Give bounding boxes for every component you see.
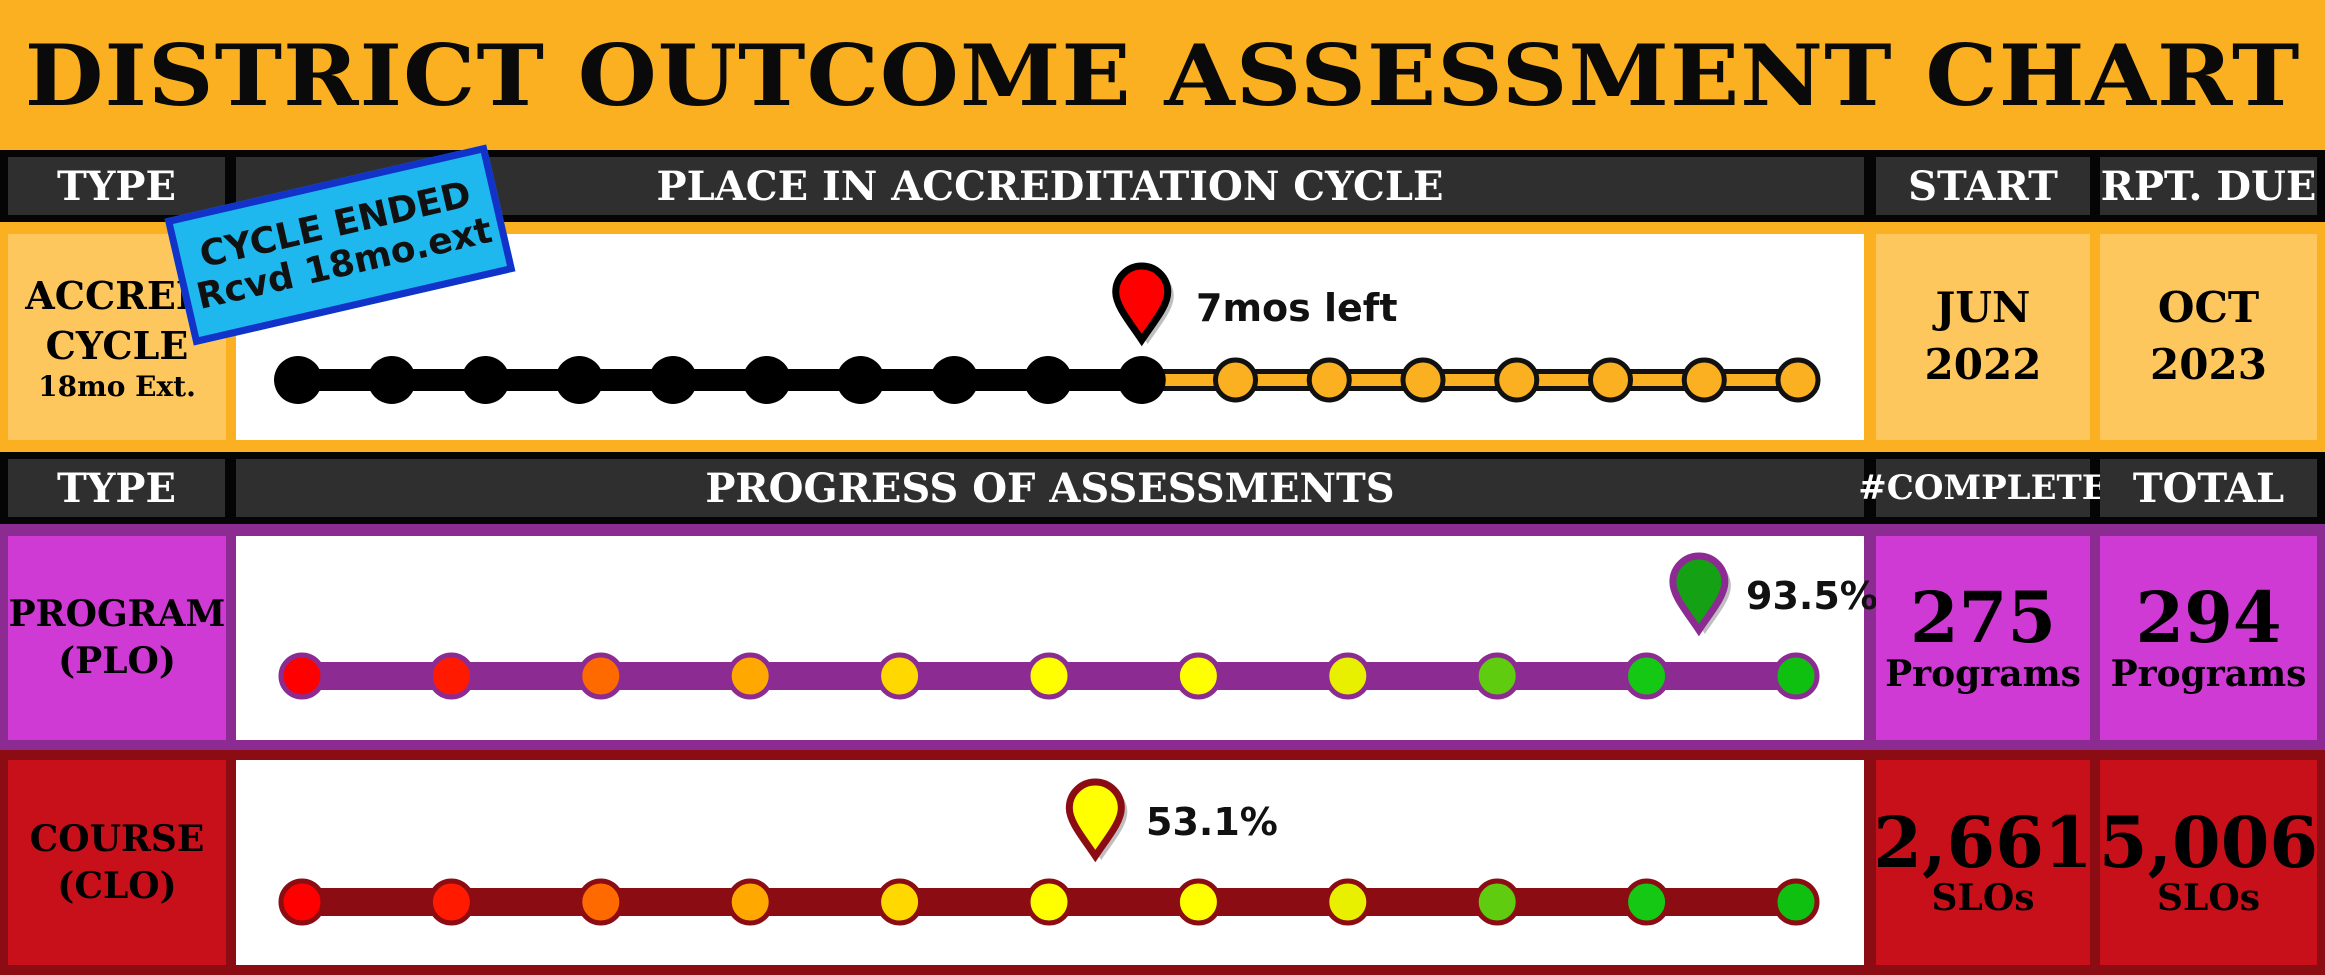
progress-header-progress: PROGRESS OF ASSESSMENTS (236, 459, 1864, 517)
program-type-cell: PROGRAM (PLO) (8, 536, 226, 740)
course-step-11 (1772, 878, 1820, 926)
course-complete-cell: 2,661 SLOs (1873, 760, 2093, 965)
cycle-marker-pin-body (1112, 262, 1172, 347)
progress-header-type: TYPE (8, 459, 225, 517)
cycle-due-cell: OCT 2023 (2100, 234, 2317, 440)
program-marker-pin (1669, 552, 1731, 637)
cycle-step-16 (1681, 357, 1727, 403)
program-progress-panel: 93.5% (236, 536, 1878, 740)
program-step-6 (1025, 652, 1073, 700)
cycle-step-15 (1588, 357, 1633, 403)
course-row: COURSE (CLO) 53.1% 2,661 SLOs 5,006 SLOs (0, 750, 2325, 975)
course-total-cell: 5,006 SLOs (2098, 760, 2319, 965)
progress-header: TYPE PROGRESS OF ASSESSMENTS #COMPLETE T… (0, 452, 2325, 524)
cycle-step-1 (274, 356, 322, 404)
course-total-value: 5,006 (2098, 800, 2319, 884)
due-month: OCT (2157, 283, 2260, 333)
course-type-line1: COURSE (29, 817, 205, 860)
course-type-cell: COURSE (CLO) (8, 760, 226, 965)
course-step-9 (1473, 878, 1521, 926)
course-progress-panel: 53.1% (236, 760, 1864, 965)
program-step-8 (1324, 652, 1372, 700)
cycle-header-place: PLACE IN ACCREDITATION CYCLE (236, 157, 1864, 215)
program-type-line1: PROGRAM (8, 593, 226, 636)
program-progress-track (278, 552, 1820, 700)
cycle-header-start: START (1876, 157, 2090, 215)
program-complete-cell: 275 Programs (1876, 536, 2090, 740)
program-step-7 (1174, 652, 1222, 700)
cycle-step-5 (649, 356, 697, 404)
program-step-11 (1772, 652, 1820, 700)
program-marker-pin-body (1669, 552, 1729, 637)
program-total-unit: Programs (2110, 652, 2307, 695)
program-step-5 (876, 652, 924, 700)
course-complete-unit: SLOs (1931, 877, 2035, 920)
cycle-timeline (274, 262, 1821, 404)
course-step-3 (577, 878, 625, 926)
cycle-marker-pin (1112, 262, 1174, 347)
progress-header-complete: #COMPLETE (1858, 459, 2108, 517)
cycle-header-type: TYPE (8, 157, 225, 215)
start-month: JUN (1935, 283, 2031, 333)
program-type-line2: (PLO) (58, 640, 176, 682)
program-row: PROGRAM (PLO) 93.5% 275 Programs 294 Pro… (0, 524, 2325, 750)
program-step-9 (1473, 652, 1521, 700)
cycle-step-4 (555, 356, 604, 404)
course-type-line2: (CLO) (57, 864, 177, 907)
program-step-3 (577, 652, 625, 700)
cycle-step-14 (1494, 357, 1540, 403)
page-title: DISTRICT OUTCOME ASSESSMENT CHART (24, 25, 2301, 125)
program-step-1 (278, 652, 326, 700)
cycle-header-due: RPT. DUE (2100, 157, 2317, 215)
program-marker-label: 93.5% (1746, 574, 1878, 618)
title-bar: DISTRICT OUTCOME ASSESSMENT CHART (0, 0, 2325, 150)
cycle-step-7 (836, 356, 885, 404)
progress-header-total: TOTAL (2100, 459, 2317, 517)
cycle-marker-label: 7mos left (1196, 286, 1398, 330)
cycle-step-8 (930, 356, 979, 404)
program-total-value: 294 (2135, 576, 2282, 660)
course-marker-pin-body (1065, 778, 1125, 863)
course-step-2 (427, 878, 475, 926)
due-year: 2023 (2150, 340, 2267, 389)
course-total-unit: SLOs (2157, 877, 2260, 920)
program-total-cell: 294 Programs (2100, 536, 2317, 740)
course-marker-label: 53.1% (1146, 800, 1278, 844)
cycle-header: TYPE PLACE IN ACCREDITATION CYCLE START … (0, 150, 2325, 222)
program-step-4 (726, 652, 774, 700)
course-complete-value: 2,661 (1873, 800, 2093, 884)
cycle-type-line2: CYCLE (45, 322, 189, 368)
cycle-step-2 (367, 356, 416, 404)
cycle-step-3 (461, 356, 510, 404)
cycle-step-9 (1024, 356, 1072, 404)
cycle-step-13 (1400, 357, 1446, 403)
program-complete-unit: Programs (1885, 652, 2081, 695)
course-marker-pin (1065, 778, 1128, 863)
course-step-1 (278, 878, 326, 926)
program-complete-value: 275 (1909, 576, 2057, 660)
cycle-step-11 (1213, 357, 1258, 403)
cycle-start-cell: JUN 2022 (1876, 234, 2090, 440)
course-step-4 (726, 878, 774, 926)
cycle-step-17 (1775, 357, 1821, 403)
course-step-6 (1025, 878, 1073, 926)
course-progress-track (278, 778, 1820, 926)
course-step-8 (1324, 878, 1372, 926)
program-step-10 (1623, 652, 1671, 700)
cycle-step-6 (742, 356, 791, 404)
course-step-7 (1174, 878, 1222, 926)
course-step-5 (876, 878, 924, 926)
start-year: 2022 (1924, 340, 2042, 389)
program-step-2 (427, 652, 475, 700)
course-step-10 (1623, 878, 1671, 926)
cycle-type-line3: 18mo Ext. (38, 369, 196, 403)
cycle-step-12 (1306, 357, 1352, 403)
cycle-step-10 (1117, 356, 1166, 404)
